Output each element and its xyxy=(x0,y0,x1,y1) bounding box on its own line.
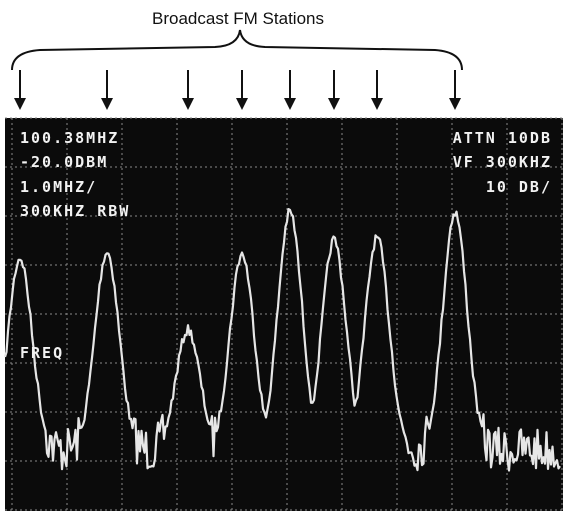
readout: ATTN 10DB xyxy=(453,129,552,147)
readout: 1.0MHZ/ xyxy=(20,178,97,196)
arrow-head xyxy=(182,98,194,110)
readout: 300KHZ RBW xyxy=(20,202,130,220)
marker-label: FREQ xyxy=(20,344,64,362)
brace xyxy=(11,29,463,71)
readout: 100.38MHZ xyxy=(20,129,119,147)
arrow-head xyxy=(449,98,461,110)
readout: 10 DB/ xyxy=(486,178,552,196)
arrow-head xyxy=(14,98,26,110)
arrow-head xyxy=(101,98,113,110)
arrow-head xyxy=(236,98,248,110)
readout: VF 300KHZ xyxy=(453,153,552,171)
arrow-head xyxy=(328,98,340,110)
title: Broadcast FM Stations xyxy=(152,9,324,28)
screen xyxy=(5,118,563,511)
arrow-head xyxy=(284,98,296,110)
arrows xyxy=(14,70,461,110)
arrow-head xyxy=(371,98,383,110)
readout: -20.0DBM xyxy=(20,153,108,171)
spectrum-trace xyxy=(3,208,561,472)
